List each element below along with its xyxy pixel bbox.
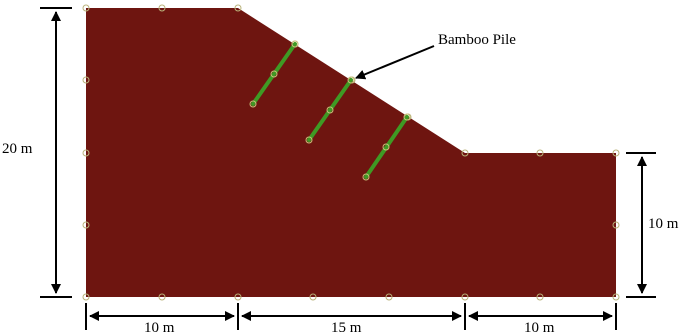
bottom-right-width-label: 10 m [524, 320, 555, 336]
bamboo-pile-3 [364, 115, 409, 179]
left-height-label: 20 m [2, 141, 33, 157]
bamboo-pile-1 [251, 42, 297, 106]
bottom-middle-width-label: 15 m [331, 320, 362, 336]
right-height-dimension: 10 m [626, 152, 679, 298]
right-height-label: 10 m [648, 216, 679, 232]
left-height-dimension: 20 m [2, 7, 72, 298]
bamboo-piles [249, 40, 411, 181]
slope-body [86, 8, 616, 297]
bottom-left-width-label: 10 m [144, 320, 175, 336]
callout-arrow [355, 45, 435, 80]
bamboo-pile-2 [307, 78, 353, 142]
bottom-width-dimensions: 10 m 15 m 10 m [85, 303, 617, 336]
callout-label: Bamboo Pile [438, 32, 516, 48]
